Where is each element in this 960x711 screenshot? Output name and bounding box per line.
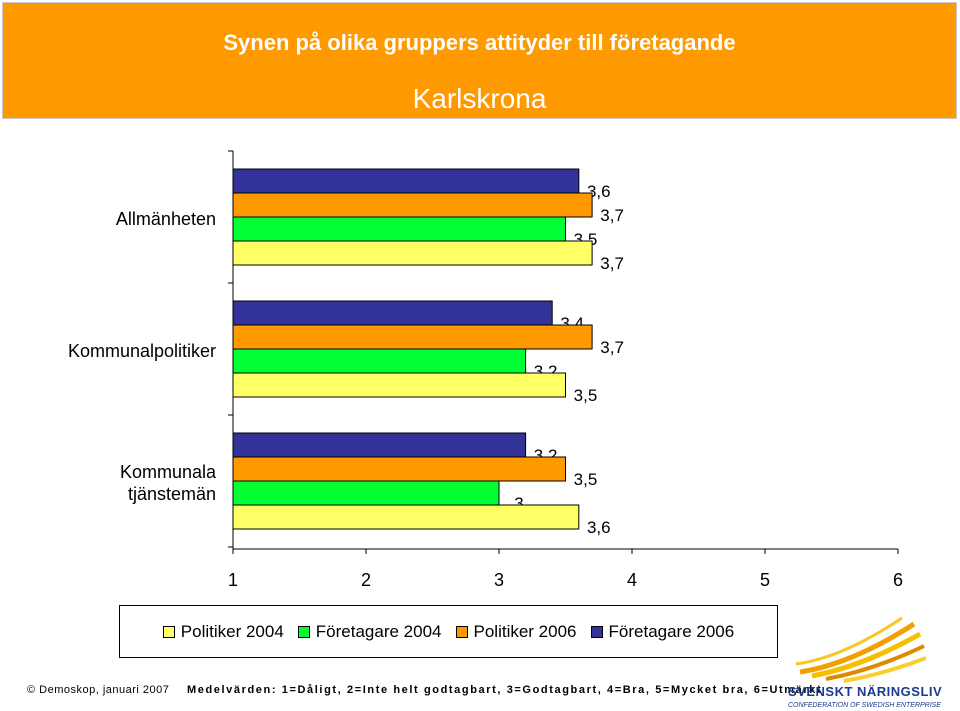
x-tick-label: 2	[361, 570, 371, 590]
flame-logo-icon	[795, 616, 927, 683]
bar	[232, 372, 566, 398]
data-label: 3,6	[587, 518, 611, 537]
bar	[232, 240, 593, 266]
x-tick-label: 3	[494, 570, 504, 590]
data-label: 3,7	[600, 338, 624, 357]
legend-label: Politiker 2004	[180, 621, 284, 641]
bar	[232, 480, 500, 506]
bar	[232, 216, 566, 242]
legend-swatch	[297, 625, 310, 638]
bar	[232, 300, 553, 326]
legend-label: Företagare 2004	[315, 621, 442, 641]
copyright-note: © Demoskop, januari 2007	[27, 684, 170, 696]
chart-subtitle: Karlskrona	[412, 83, 547, 114]
data-label: 3,7	[600, 254, 624, 273]
legend-swatch	[455, 625, 468, 638]
x-tick-label: 1	[228, 570, 238, 590]
scale-note: Medelvärden: 1=Dåligt, 2=Inte helt godta…	[187, 684, 823, 696]
svenskt-naringsliv-logo: SVENSKT NÄRINGSLIV CONFEDERATION OF SWED…	[782, 614, 957, 710]
logo-name: SVENSKT NÄRINGSLIV	[788, 684, 943, 699]
chart-title: Synen på olika gruppers attityder till f…	[223, 30, 736, 55]
x-tick-label: 5	[760, 570, 770, 590]
bar	[232, 432, 527, 458]
data-label: 3,5	[574, 470, 598, 489]
legend-label: Företagare 2006	[608, 621, 735, 641]
title-banner: Synen på olika gruppers attityder till f…	[2, 2, 957, 119]
bar	[232, 456, 566, 482]
bar	[232, 504, 580, 530]
legend-item-politiker-2006: Politiker 2006	[455, 621, 577, 642]
data-label: 3	[514, 494, 523, 513]
category-label: tjänstemän	[128, 484, 216, 504]
category-label: Allmänheten	[116, 209, 216, 229]
x-tick-label: 4	[627, 570, 637, 590]
bar	[232, 168, 580, 194]
data-label: 3,7	[600, 206, 624, 225]
data-label: 3,6	[587, 182, 611, 201]
legend-item-politiker-2004: Politiker 2004	[162, 621, 284, 642]
bar	[232, 324, 593, 350]
legend-item-foretagare-2006: Företagare 2006	[590, 621, 735, 642]
chart-legend: Politiker 2004 Företagare 2004 Politiker…	[119, 605, 778, 658]
legend-swatch	[590, 625, 603, 638]
legend-label: Politiker 2006	[473, 621, 577, 641]
bar	[232, 192, 593, 218]
footer: © Demoskop, januari 2007 Medelvärden: 1=…	[0, 684, 960, 704]
logo-subtitle: CONFEDERATION OF SWEDISH ENTERPRISE	[788, 702, 941, 709]
legend-swatch	[162, 625, 175, 638]
bar	[232, 348, 527, 374]
category-label: Kommunala	[120, 462, 217, 482]
data-label: 3,5	[574, 386, 598, 405]
legend-item-foretagare-2004: Företagare 2004	[297, 621, 442, 642]
category-label: Kommunalpolitiker	[68, 341, 216, 361]
x-tick-label: 6	[893, 570, 903, 590]
